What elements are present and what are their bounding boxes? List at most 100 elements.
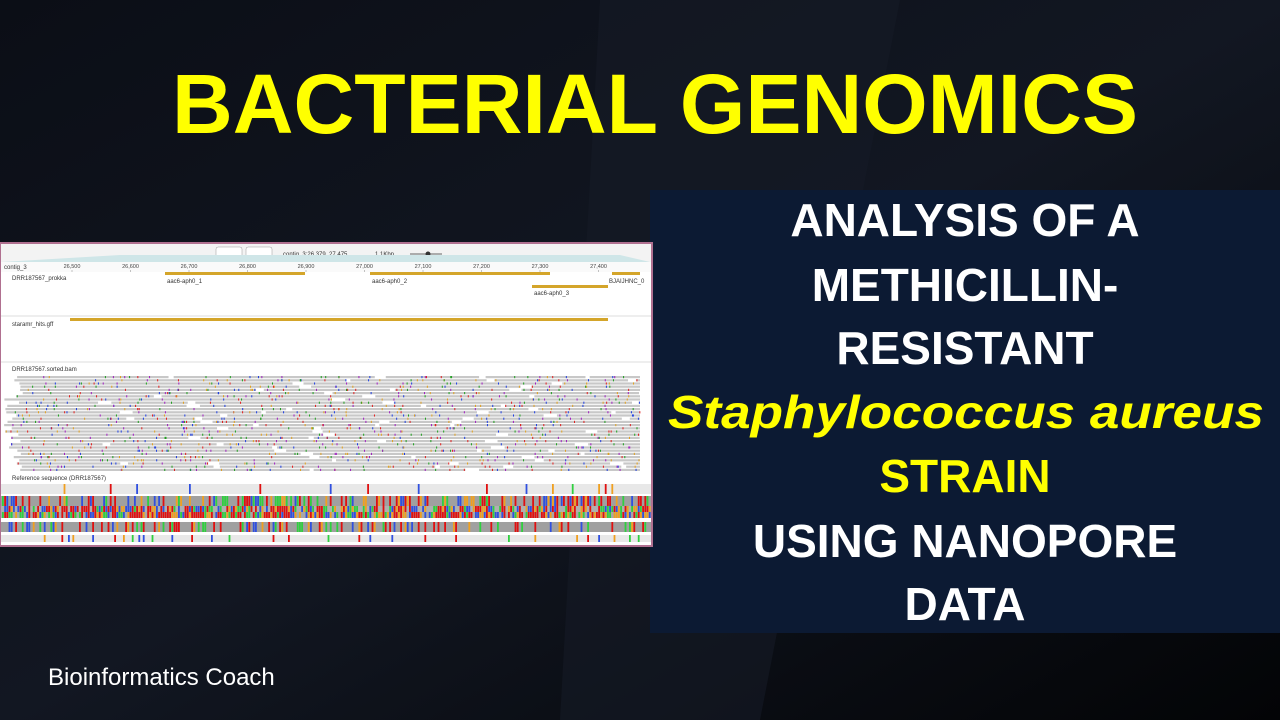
- track-label: DRR187567.sorted.bam: [12, 367, 77, 373]
- read: [534, 395, 640, 398]
- mismatch: [525, 430, 527, 433]
- base: [191, 535, 193, 542]
- mismatch: [424, 417, 426, 420]
- mismatch: [192, 417, 194, 420]
- base: [402, 512, 405, 518]
- mismatch: [602, 465, 604, 468]
- read: [110, 443, 217, 446]
- base: [347, 506, 350, 512]
- read: [389, 420, 452, 423]
- base: [281, 506, 284, 512]
- mismatch: [66, 456, 68, 459]
- mismatch: [587, 379, 589, 382]
- base: [475, 506, 477, 512]
- base: [494, 512, 497, 518]
- base: [268, 522, 270, 532]
- mismatch: [180, 452, 182, 455]
- mismatch: [116, 385, 118, 388]
- mismatch: [538, 379, 540, 382]
- mismatch: [229, 382, 231, 385]
- base: [329, 512, 332, 518]
- mismatch: [142, 459, 144, 462]
- mismatch: [544, 433, 546, 436]
- mismatch: [440, 443, 442, 446]
- mismatch: [350, 468, 352, 471]
- mismatch: [190, 433, 192, 436]
- base: [246, 512, 248, 518]
- mismatch: [217, 459, 219, 462]
- mismatch: [88, 382, 90, 385]
- mismatch: [463, 411, 465, 414]
- base: [270, 496, 273, 506]
- ruler-label: 26,900: [298, 264, 315, 270]
- read: [623, 462, 640, 465]
- base: [618, 506, 620, 512]
- read: [313, 436, 640, 439]
- base: [580, 512, 583, 518]
- base: [127, 496, 130, 506]
- mismatch: [441, 449, 443, 452]
- base: [439, 506, 442, 512]
- base: [92, 512, 94, 518]
- mismatch: [165, 417, 167, 420]
- mismatch: [110, 462, 112, 465]
- mismatch: [95, 379, 97, 382]
- mismatch: [440, 376, 442, 379]
- mismatch: [111, 385, 113, 388]
- mismatch: [153, 414, 155, 417]
- mismatch: [448, 420, 450, 423]
- mismatch: [166, 449, 168, 452]
- mismatch: [21, 446, 23, 449]
- mismatch: [101, 459, 103, 462]
- ruler-label: 27,100: [415, 264, 432, 270]
- mismatch: [564, 382, 566, 385]
- mismatch: [486, 420, 488, 423]
- base: [83, 506, 86, 512]
- mismatch: [513, 408, 515, 411]
- base: [486, 484, 488, 494]
- read: [258, 424, 376, 427]
- mismatch: [209, 459, 211, 462]
- mismatch: [527, 376, 529, 379]
- mismatch: [430, 449, 432, 452]
- mismatch: [48, 465, 50, 468]
- base: [325, 496, 328, 506]
- mismatch: [439, 414, 441, 417]
- mismatch: [370, 452, 372, 455]
- base: [468, 522, 471, 532]
- base: [228, 535, 231, 542]
- mismatch: [88, 398, 90, 401]
- mismatch: [430, 440, 432, 443]
- base: [459, 496, 462, 506]
- base: [307, 496, 310, 506]
- mismatch: [378, 433, 380, 436]
- base: [92, 496, 94, 506]
- mismatch: [211, 382, 213, 385]
- mismatch: [256, 411, 258, 414]
- base: [448, 512, 451, 518]
- mismatch: [78, 449, 80, 452]
- mismatch: [72, 427, 74, 430]
- genome-browser-screenshot: contig_3:26,379..27,475 1.1Kbp contig_3 …: [0, 242, 653, 547]
- base: [277, 506, 279, 512]
- base: [261, 496, 264, 506]
- mismatch: [471, 430, 473, 433]
- base: [525, 484, 528, 494]
- base: [101, 522, 103, 532]
- mismatch: [195, 465, 197, 468]
- base: [147, 512, 149, 518]
- mismatch: [216, 379, 218, 382]
- base: [635, 512, 638, 518]
- base: [519, 512, 521, 518]
- base: [310, 522, 312, 532]
- mismatch: [467, 440, 469, 443]
- mismatch: [245, 424, 247, 427]
- base: [321, 506, 323, 512]
- mismatch: [43, 452, 45, 455]
- base: [420, 512, 422, 518]
- mismatch: [365, 420, 367, 423]
- base: [72, 535, 75, 542]
- ruler-label: 26,600: [122, 264, 139, 270]
- mismatch: [190, 456, 192, 459]
- mismatch: [597, 436, 599, 439]
